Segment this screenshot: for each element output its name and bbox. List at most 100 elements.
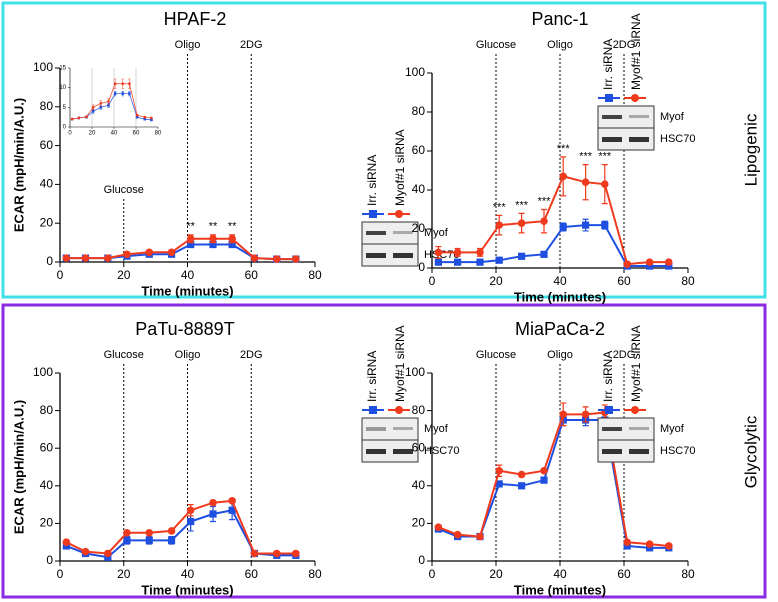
x-tick-label: 40 [553,274,567,288]
legend-label: Irr. siRNA [601,351,615,402]
marker [476,532,484,541]
y-tick-label: 20 [412,221,426,235]
annotation: Oligo [547,39,573,51]
y-tick-label: 0 [418,260,425,274]
marker [123,529,131,537]
y-tick-label: 60 [40,440,54,454]
marker [250,254,259,262]
legend-label: Irr. siRNA [365,351,379,402]
marker [559,410,567,419]
annotation: Oligo [175,39,201,51]
marker [81,547,90,556]
blot-band [629,427,649,430]
marker [123,536,131,544]
y-tick-label: 100 [405,365,425,379]
significance: *** [579,151,593,163]
marker [107,100,110,103]
marker [454,258,462,266]
x-tick-label: 20 [489,274,503,288]
annotation: 2DG [240,39,263,51]
x-axis-label: Time (minutes) [514,289,606,304]
blot-band [629,449,649,454]
marker [665,262,673,270]
y-tick-label: 60 [412,440,426,454]
marker [495,480,503,488]
y-tick-label: 0 [63,125,67,131]
marker [104,549,112,558]
x-tick-label: 80 [155,131,162,137]
marker [150,118,153,122]
annotation: 2DG [240,349,263,361]
row-label: Glycolytic [741,415,760,488]
marker [495,256,503,264]
annotation: Glucose [476,39,516,51]
y-tick-label: 5 [63,105,67,111]
marker [113,82,117,86]
x-tick-label: 0 [68,131,72,137]
marker [646,262,654,270]
marker [540,217,548,225]
blot-band [393,231,413,234]
series-line [65,499,296,555]
annotation: Oligo [175,349,201,361]
x-tick-label: 20 [117,567,131,581]
marker [77,116,81,120]
marker [665,542,673,550]
y-tick-label: 10 [59,85,66,91]
y-tick-label: 40 [40,478,54,492]
x-axis-label: Time (minutes) [141,582,233,597]
marker [453,248,462,257]
y-tick-label: 15 [59,66,66,72]
marker [228,240,236,249]
marker [81,254,90,262]
marker [85,115,88,119]
legend-label: Myof#1 siRNA [393,129,407,206]
blot-band [366,427,386,431]
blot [361,243,419,267]
marker [99,106,103,109]
marker [143,117,147,121]
legend-marker [395,406,403,414]
blot-band [629,115,649,118]
y-tick-label: 80 [412,104,426,118]
y-axis-label: ECAR (mpH/min/A.U.) [11,400,26,534]
marker [128,92,131,95]
legend-label: Myof#1 siRNA [629,13,643,90]
marker [123,250,131,259]
marker [187,517,195,526]
marker [187,240,195,249]
marker [209,510,217,518]
marker [517,470,526,479]
blot-band [366,231,386,235]
row-label: Lipogenic [741,113,760,186]
x-tick-label: 0 [57,268,64,282]
y-tick-label: 40 [412,182,426,196]
marker [517,219,526,227]
blot [597,127,655,151]
annotation: Glucose [104,184,144,196]
x-tick-label: 60 [245,567,259,581]
blot-label: HSC70 [424,445,459,457]
y-tick-label: 80 [412,403,426,417]
legend-marker [605,406,613,414]
marker [540,476,548,484]
legend-label: Irr. siRNA [601,39,615,90]
legend-marker [631,94,639,102]
blot-band [393,427,413,430]
annotation: Glucose [104,349,144,361]
x-tick-label: 80 [308,567,322,581]
significance: *** [515,199,529,211]
legend-marker [395,210,403,218]
marker [113,92,117,95]
x-tick-label: 40 [111,131,118,137]
panel-title: Panc-1 [531,9,588,29]
marker [645,540,654,548]
blot-band [366,253,386,258]
marker [150,116,153,120]
marker [167,248,176,257]
y-tick-label: 60 [40,138,54,152]
marker [145,529,154,537]
annotation: 2DG [613,349,636,361]
marker [99,102,103,105]
